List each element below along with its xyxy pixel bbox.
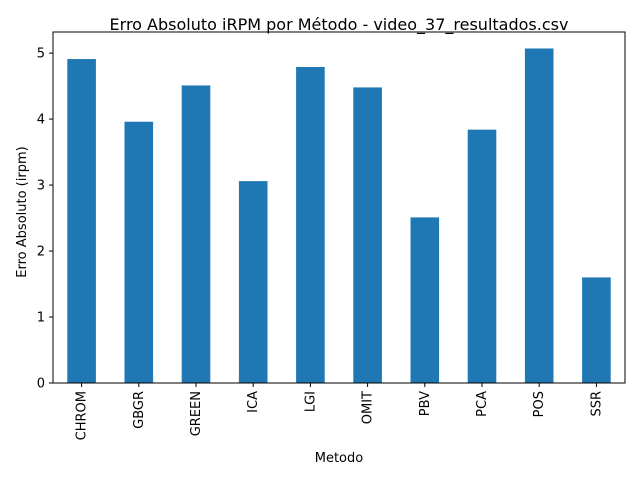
bar-lgi	[296, 66, 325, 383]
y-tick-label: 2	[37, 245, 45, 260]
bar-ica	[238, 181, 268, 383]
y-axis-label: Erro Absoluto (irpm)	[15, 146, 30, 277]
bar-gbgr	[124, 121, 154, 384]
x-tick-label: GREEN	[189, 391, 204, 436]
bars-group	[67, 48, 611, 384]
y-axis-ticks: 0 1 2 3 4 5	[37, 47, 53, 392]
plot-frame	[52, 31, 626, 384]
x-tick-label: GBGR	[132, 391, 147, 429]
x-tick-label: PBV	[418, 391, 433, 416]
x-tick-label: POS	[532, 391, 547, 417]
bar-pos	[524, 48, 554, 384]
x-tick-label: PCA	[475, 391, 490, 417]
bar-green	[181, 85, 211, 384]
y-tick-label: 4	[37, 113, 45, 128]
x-tick-label: SSR	[589, 391, 604, 417]
x-tick-label: ICA	[246, 391, 261, 413]
y-tick-label: 5	[37, 47, 45, 62]
bar-pbv	[410, 217, 440, 383]
y-tick-label: 3	[37, 179, 45, 194]
bar-pca	[467, 129, 497, 383]
x-axis-label: Metodo	[315, 451, 364, 466]
x-axis-ticks: CHROM GBGR GREEN ICA LGI OMIT PBV PCA POS SSR	[75, 383, 604, 440]
x-tick-label: LGI	[303, 391, 318, 412]
x-tick-label: OMIT	[361, 391, 376, 424]
y-tick-label: 1	[37, 311, 45, 326]
y-tick-label: 0	[37, 377, 45, 392]
bar-chrom	[67, 59, 96, 383]
x-tick-label: CHROM	[75, 391, 90, 440]
chart-title: Erro Absoluto iRPM por Método - video_37…	[110, 15, 569, 35]
bar-omit	[353, 87, 382, 383]
bar-ssr	[582, 277, 611, 383]
